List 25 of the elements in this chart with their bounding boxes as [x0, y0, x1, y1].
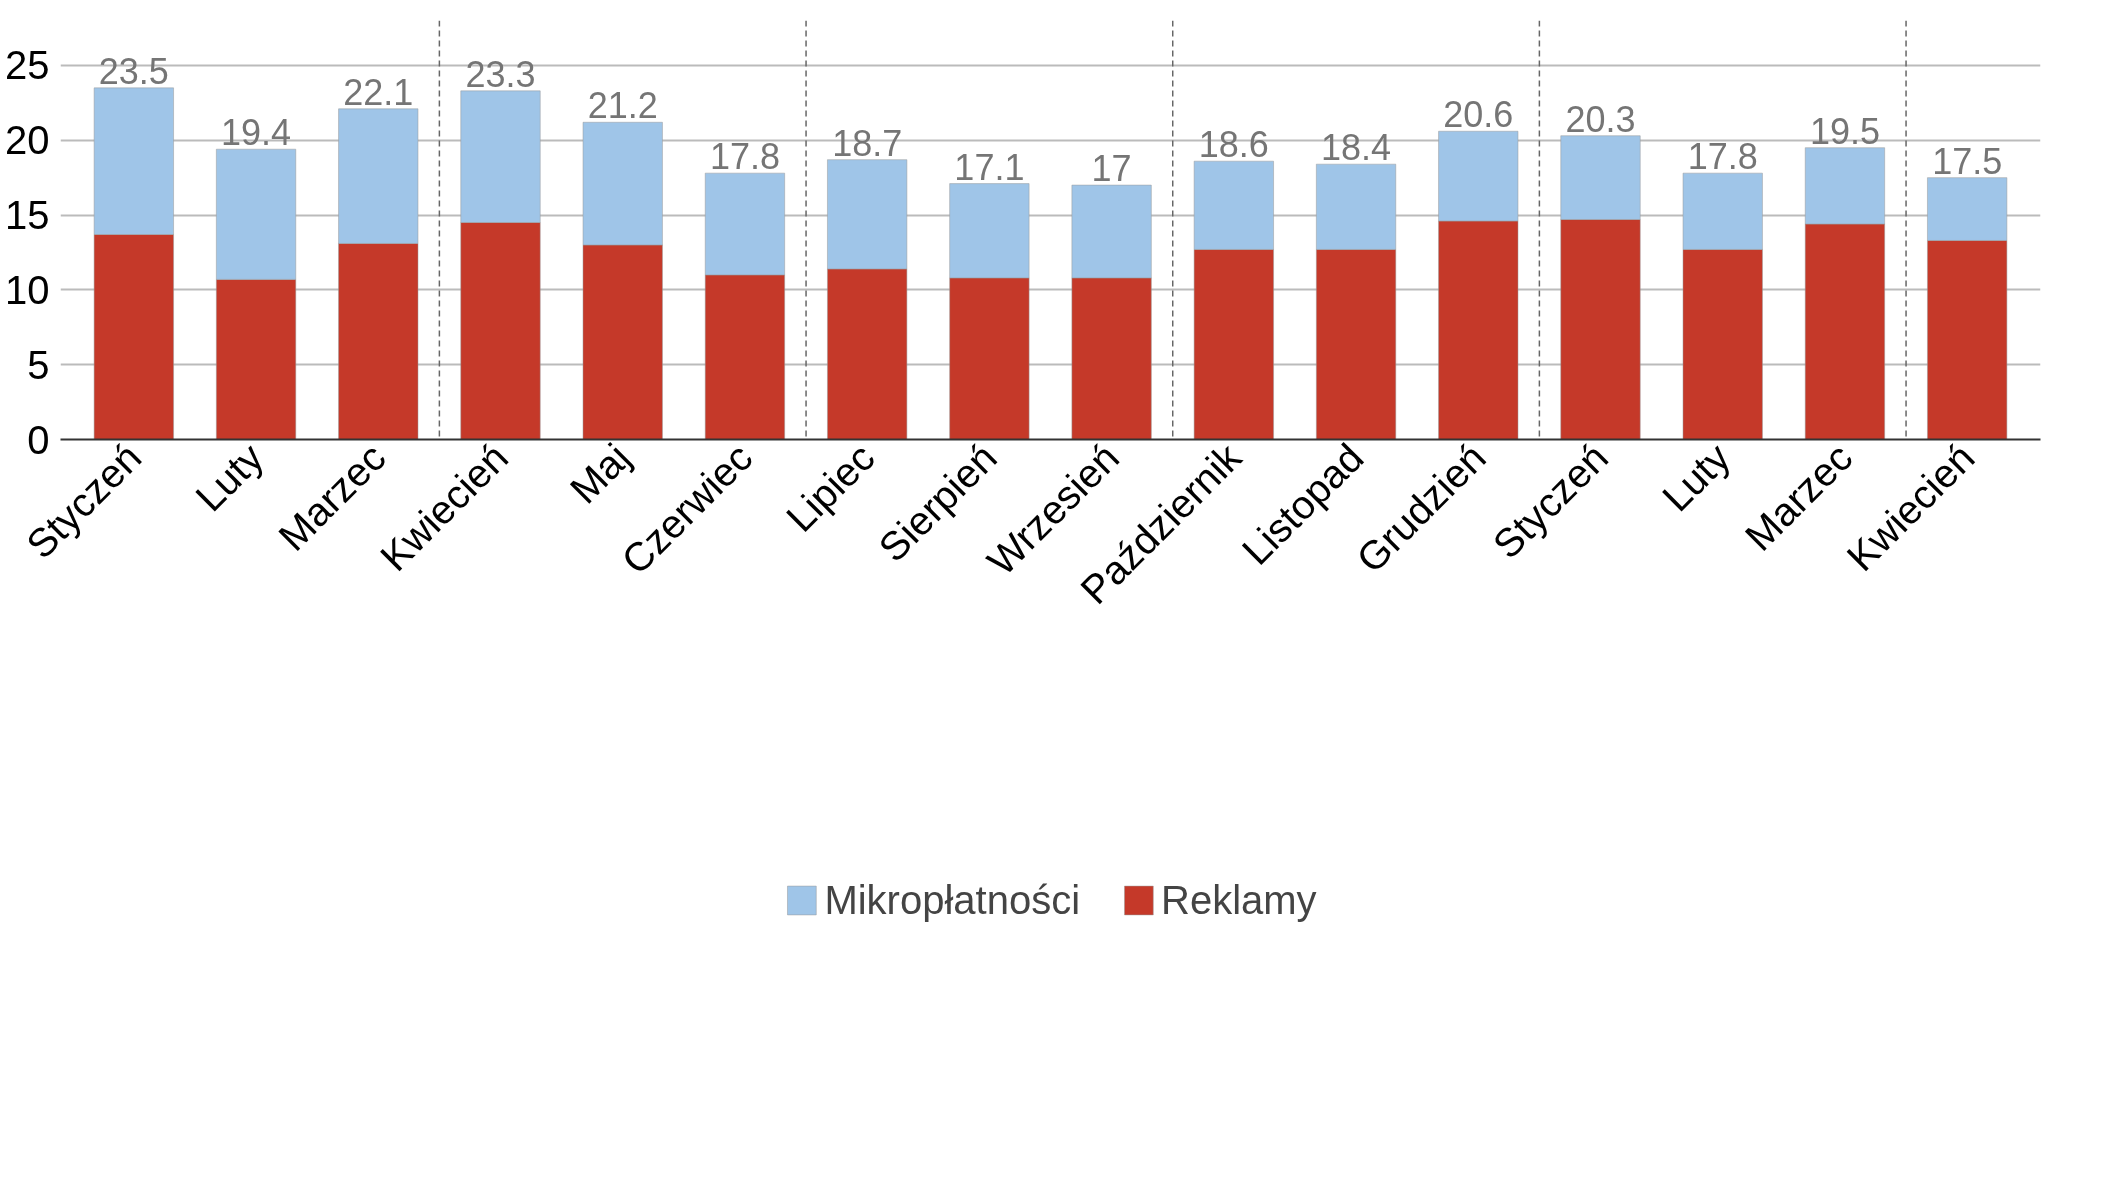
total-label: 18.4 — [1321, 127, 1392, 169]
total-label: 18.6 — [1198, 124, 1269, 166]
total-label: 23.5 — [98, 50, 169, 92]
total-label: 19.5 — [1809, 110, 1880, 152]
total-label: 22.1 — [343, 71, 414, 113]
legend-label: Mikropłatności — [824, 877, 1081, 923]
total-label: 23.3 — [465, 53, 536, 95]
total-label: 17.8 — [1687, 136, 1758, 178]
total-label: 19.4 — [221, 112, 292, 154]
total-label: 20.6 — [1443, 94, 1514, 136]
y-tick-label: 20 — [5, 118, 50, 163]
x-tick-label: Luty — [1653, 434, 1739, 520]
x-tick-label: Luty — [187, 434, 272, 520]
total-label: 17.8 — [709, 136, 780, 178]
y-tick-label: 25 — [5, 43, 50, 88]
total-label: 18.7 — [832, 122, 903, 164]
y-tick-label: 5 — [27, 342, 50, 387]
y-tick-label: 15 — [5, 193, 50, 238]
legend-label: Reklamy — [1161, 877, 1317, 923]
total-label: 17.1 — [954, 146, 1025, 188]
total-label: 20.3 — [1565, 98, 1636, 140]
y-tick-label: 10 — [5, 267, 50, 312]
total-label: 21.2 — [587, 85, 658, 127]
total-label: 17.5 — [1932, 140, 2003, 182]
total-label: 17 — [1091, 148, 1132, 190]
